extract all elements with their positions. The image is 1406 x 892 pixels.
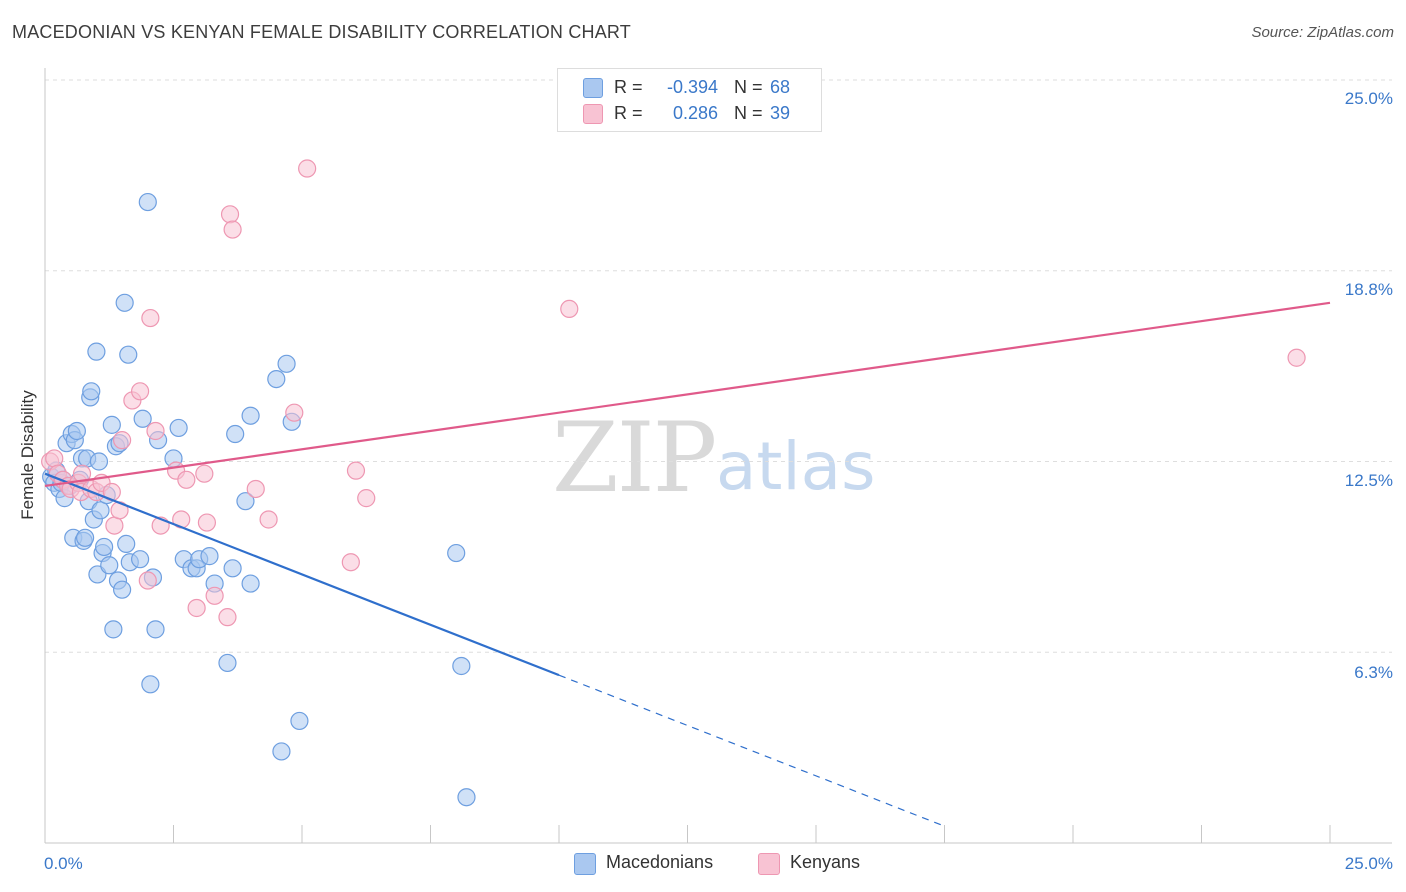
legend-n-value: 39	[770, 103, 791, 123]
macedonian-point	[115, 293, 134, 312]
macedonian-point	[82, 382, 101, 401]
kenyan-point	[130, 382, 150, 401]
x-tick-label: 25.0%	[1345, 854, 1393, 873]
macedonian-point	[102, 415, 121, 434]
legend-row-macedonians: R = -0.394 N = 68	[558, 75, 821, 101]
macedonian-point	[112, 580, 132, 599]
kenyan-point	[357, 489, 376, 508]
x-tick-label: 0.0%	[44, 854, 83, 873]
macedonian-point	[95, 537, 114, 557]
series-label-macedonians: Macedonians	[606, 852, 714, 872]
data-points	[41, 159, 1306, 807]
macedonian-point	[133, 409, 152, 428]
kenyan-point	[341, 553, 360, 572]
grid-lines	[45, 79, 1392, 653]
macedonian-point	[169, 418, 188, 438]
macedonian-point	[272, 742, 291, 761]
y-tick-label: 25.0%	[1345, 89, 1393, 108]
kenyan-point	[187, 598, 206, 618]
kenyan-point	[560, 299, 579, 318]
kenyan-point	[197, 513, 217, 532]
macedonian-point	[241, 406, 260, 425]
macedonian-point	[200, 547, 219, 566]
y-tick-label: 6.3%	[1354, 663, 1393, 682]
macedonian-point	[241, 574, 260, 593]
macedonian-point	[452, 656, 471, 676]
axes	[44, 68, 1392, 844]
legend-n-value: 68	[770, 77, 791, 97]
kenyan-point	[138, 571, 157, 590]
macedonian-point	[89, 452, 109, 471]
kenyan-point	[220, 205, 240, 224]
y-tick-labels: 6.3% 12.5% 18.8% 25.0%	[1345, 89, 1393, 682]
watermark-atlas: atlas	[716, 428, 876, 505]
legend-n-label: N =	[734, 77, 763, 97]
legend-r-label: R =	[614, 103, 643, 123]
macedonian-point	[141, 675, 160, 694]
macedonian-point	[67, 421, 86, 441]
kenyan-point	[285, 403, 304, 422]
macedonian-point	[223, 559, 242, 578]
kenyan-point	[218, 608, 237, 627]
kenyan-point	[346, 461, 366, 480]
macedonian-point	[146, 620, 165, 639]
source-credit: Source: ZipAtlas.com	[1251, 24, 1394, 41]
y-tick-label: 12.5%	[1345, 471, 1393, 490]
macedonian-point	[100, 556, 119, 575]
series-swatch-macedonians	[574, 853, 596, 875]
chart-title: MACEDONIAN VS KENYAN FEMALE DISABILITY C…	[12, 22, 631, 42]
macedonian-point	[457, 788, 476, 807]
macedonian-point	[130, 550, 150, 569]
kenyan-point	[112, 431, 132, 450]
kenyan-point	[1287, 348, 1306, 367]
macedonian-point	[236, 492, 255, 511]
macedonian-point	[87, 342, 106, 361]
macedonian-point	[75, 528, 95, 547]
legend-r-value: 0.286	[672, 103, 718, 123]
kenyan-point	[205, 586, 224, 605]
trend-lines	[44, 301, 1331, 827]
macedonian-point	[226, 424, 245, 444]
macedonian-point	[104, 620, 123, 639]
kenyan-point	[246, 479, 265, 499]
macedonian-trend-line-extension	[558, 674, 945, 827]
kenyan-point	[141, 308, 160, 328]
x-ticks	[44, 825, 1331, 843]
macedonian-point	[119, 345, 138, 364]
y-tick-label: 18.8%	[1345, 280, 1393, 299]
kenyan-point	[45, 449, 64, 468]
correlation-legend: R = -0.394 N = 68 R = 0.286 N = 39	[557, 68, 822, 132]
macedonian-point	[138, 192, 157, 212]
legend-r-label: R =	[614, 77, 643, 97]
series-swatch-kenyans	[758, 853, 780, 875]
macedonian-point	[277, 354, 296, 373]
macedonian-point	[290, 711, 309, 731]
kenyan-point	[259, 510, 278, 529]
legend-row-kenyans: R = 0.286 N = 39	[558, 101, 821, 127]
kenyan-point	[223, 220, 242, 239]
legend-r-value: -0.394	[666, 77, 718, 97]
series-label-kenyans: Kenyans	[790, 852, 861, 872]
kenyan-point	[298, 159, 317, 178]
kenyan-point	[105, 516, 124, 535]
macedonian-point	[267, 369, 286, 389]
watermark-zip: ZIP	[552, 402, 717, 514]
kenyan-point	[177, 470, 196, 489]
macedonian-point	[447, 543, 466, 563]
kenyan-point	[195, 464, 214, 483]
legend-swatch-kenyans	[583, 104, 603, 124]
kenyan-trend-line	[44, 301, 1331, 488]
kenyan-point	[72, 464, 92, 483]
legend-swatch-macedonians	[583, 78, 603, 98]
legend-n-label: N =	[734, 103, 763, 123]
x-tick-labels: 0.0% 25.0%	[44, 854, 1393, 873]
macedonian-point	[218, 653, 237, 673]
macedonian-point	[117, 534, 136, 554]
kenyan-point	[146, 421, 165, 441]
macedonian-trend-line	[44, 472, 560, 677]
macedonian-point	[91, 501, 110, 520]
